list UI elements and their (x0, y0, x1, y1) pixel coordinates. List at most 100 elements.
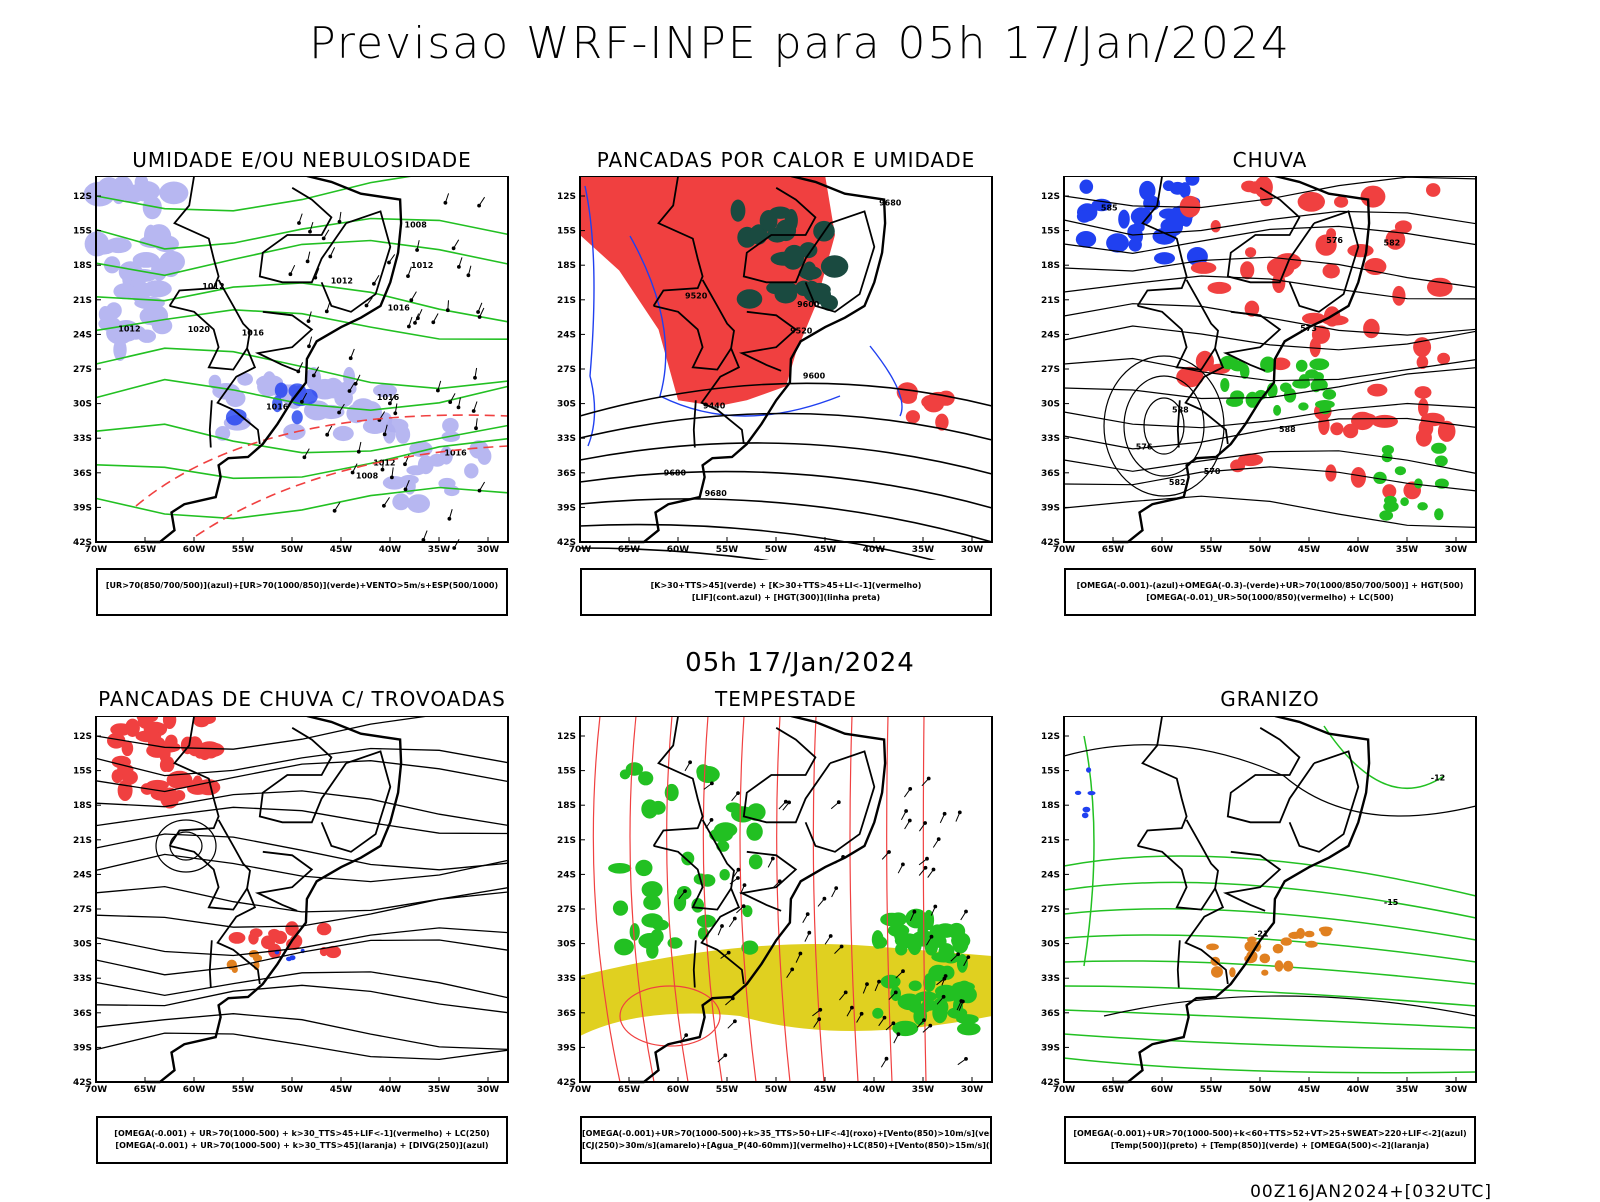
shading-blob (1322, 263, 1340, 279)
shading-blob (144, 224, 158, 248)
shading-blob (957, 1022, 981, 1036)
temp850-line (1063, 1057, 1477, 1074)
map-frame (1063, 716, 1477, 1083)
lat-tick-label: 27S (73, 365, 92, 375)
shading-blob (1245, 391, 1260, 408)
temp850-line (1083, 735, 1095, 967)
state-border (653, 305, 732, 371)
state-border (700, 279, 745, 445)
shading-blob (887, 923, 910, 938)
shading-blob (1322, 389, 1337, 400)
shading-blob (162, 716, 177, 729)
shading-blob (159, 181, 189, 205)
shading-blob (159, 758, 171, 772)
shading-blob (1305, 369, 1319, 379)
contour-label: 1020 (188, 325, 211, 334)
lat-tick-label: 39S (557, 503, 576, 513)
shading-blob (1320, 927, 1332, 937)
streamline (95, 308, 509, 340)
shading-blob (736, 289, 763, 309)
wind-vector-head (891, 1021, 896, 1026)
lat-tick-label: 21S (557, 836, 576, 846)
shading-blob (908, 980, 922, 992)
shading-blob (612, 900, 629, 916)
map-frame (579, 716, 993, 1083)
shading-blob (225, 408, 244, 426)
shading-blob (673, 892, 687, 912)
streamline (1063, 275, 1477, 300)
shading-blob (257, 377, 280, 397)
shading-blob (932, 997, 949, 1017)
state-border (1288, 210, 1360, 313)
shading-blob (228, 932, 246, 944)
wind-vector-head (288, 272, 293, 277)
wind-vector-head (896, 1032, 901, 1037)
coastline (1113, 716, 1371, 1084)
shading-blob (1414, 478, 1423, 489)
hgt-line (579, 470, 993, 509)
lon-tick-label: 70W (85, 1085, 108, 1095)
lon-tick-label: 45W (330, 1085, 353, 1095)
streamline (1063, 417, 1477, 450)
wind-vector-head (380, 467, 385, 472)
shading-blob (1415, 428, 1432, 447)
shading-blob (1106, 233, 1129, 253)
wind-vector-head (445, 308, 450, 313)
state-border (320, 210, 392, 313)
wind-vector-head (941, 994, 946, 999)
clip-guide (1064, 716, 1476, 1082)
shading-blob (935, 413, 949, 431)
shading-blob (746, 822, 763, 841)
wind-vector-head (959, 999, 964, 1003)
pressure-labels: 1012 1016 1016 1020 1012 1012 1008 1012 1016 1016… (118, 221, 467, 481)
wind-vector-head (942, 811, 947, 816)
shading-blob (1081, 812, 1089, 819)
pw-line (739, 716, 757, 1083)
shading-blob (905, 410, 920, 424)
lon-tick-label: 55W (716, 1085, 739, 1095)
legend-line: [OMEGA(-0.001) + UR>70(1000-500) + k>30_… (114, 1129, 490, 1138)
wind-vector-head (321, 236, 326, 241)
streamline (95, 885, 509, 913)
shading-blob (464, 463, 479, 479)
cyclone-ring (1143, 397, 1185, 455)
state-border (258, 727, 347, 824)
streamline (1063, 367, 1477, 400)
lif-line (869, 345, 903, 417)
thunder-red-area (107, 716, 225, 809)
high-ring (155, 819, 217, 873)
streamline (95, 984, 509, 1014)
wind-vector-head (393, 411, 398, 416)
humidity-high-shading (83, 176, 189, 361)
wind-vector-head (431, 320, 436, 325)
shading-blob (273, 930, 288, 944)
wind-vector-head (388, 401, 392, 406)
shading-blob (880, 974, 901, 989)
contour-label: 588 (1279, 425, 1296, 434)
lat-tick-label: 30S (73, 940, 92, 950)
wind-vector-head (720, 924, 724, 928)
lon-tick-label: 60W (667, 545, 690, 555)
shading-blob (392, 493, 410, 511)
lat-tick-label: 15S (1041, 227, 1060, 237)
wind-vector-head (828, 934, 833, 938)
wind-vector-head (928, 1023, 933, 1028)
lat-tick-label: 18S (1041, 261, 1060, 271)
streamlines-250 (95, 716, 509, 1061)
state-border (1222, 850, 1282, 912)
legend-line: [OMEGA(-0.001)-(azul)+OMEGA(-0.3)-(verde… (1076, 581, 1464, 590)
state-border (652, 176, 704, 307)
shading-blob (1292, 379, 1311, 389)
shading-blob (1309, 358, 1330, 371)
wind-vector-head (884, 1056, 889, 1061)
wind-vector-head (308, 229, 312, 234)
lon-tick-label: 50W (281, 1085, 304, 1095)
wind-vector-head (296, 369, 301, 374)
lon-tick-label: 50W (281, 545, 304, 555)
humidity-low-contours (95, 176, 509, 520)
lon-tick-label: 35W (1396, 1085, 1419, 1095)
shading-blob (1311, 325, 1331, 344)
lat-tick-label: 42S (1041, 538, 1060, 548)
shading-blob (1280, 382, 1292, 393)
